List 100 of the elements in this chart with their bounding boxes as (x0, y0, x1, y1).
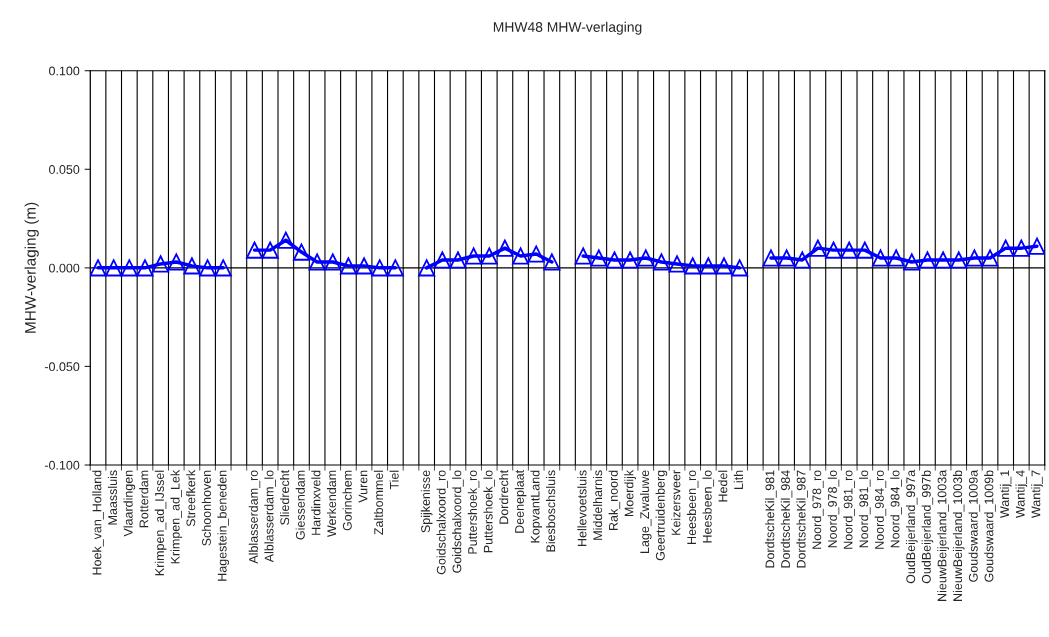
x-tick-label: Krimpen_ad_IJssel (154, 470, 167, 576)
point (605, 251, 623, 269)
x-tick-label: Maassluis (107, 470, 118, 525)
x-tick-label: KopvantLand (530, 470, 543, 543)
x-tick-label: Zaltbommel (373, 470, 384, 535)
x-tick-label: Puttershoek_ro (467, 470, 480, 554)
point (324, 253, 342, 271)
x-tick-label: Spijkenisse (420, 470, 433, 533)
point (339, 257, 357, 275)
x-tick-label: Vuren (358, 470, 368, 503)
x-tick-label: Wantij_7 (1031, 470, 1043, 518)
x-tick-label: Deeneplaat (514, 469, 527, 533)
point (1028, 237, 1045, 255)
x-tick-label: Hedel (718, 470, 728, 502)
point (277, 231, 295, 249)
x-tick-label: NieuwBeijerland_1003a (937, 469, 949, 601)
point (856, 241, 874, 259)
point (199, 259, 217, 277)
point (355, 257, 373, 275)
y-tick-label: -0.050 (44, 362, 80, 372)
point (871, 249, 890, 267)
x-tick-label: Hardinxveld (311, 470, 321, 535)
point (684, 257, 702, 275)
x-tick-label: OudBeijerland_997b (921, 470, 934, 584)
point (292, 243, 311, 261)
point (652, 253, 670, 271)
x-tick-label: Biesboschsluis (546, 470, 556, 552)
point (574, 247, 592, 265)
x-tick-label: Lith (733, 470, 743, 489)
x-tick-label: Tiel (389, 470, 399, 490)
point (261, 241, 279, 259)
y-tick-label: 0.100 (49, 66, 80, 76)
point (496, 239, 514, 257)
x-tick-label: Puttershoek_lo (483, 470, 495, 553)
point (590, 249, 608, 267)
x-tick-label: Noord_984_lo (890, 470, 902, 548)
point (934, 251, 952, 269)
point (1012, 239, 1030, 257)
point (527, 245, 545, 263)
x-tick-label: NieuwBeijerland_1003b (952, 470, 965, 601)
point (136, 259, 154, 277)
point (386, 259, 404, 277)
point (214, 259, 232, 277)
x-tick-label: Rak_noord (608, 470, 621, 530)
x-tick-label: Noord_981_lo (859, 470, 871, 548)
x-tick-label: Heesbeen_lo (702, 470, 715, 543)
x-tick-label: Hoek_van_Holland (92, 470, 104, 575)
point (183, 257, 201, 275)
x-tick-label: Noord_981_ro (843, 470, 855, 549)
x-tick-label: Noord_978_lo (827, 470, 840, 548)
x-tick-label: Goidschalxoord_ro (436, 470, 449, 575)
point (637, 249, 655, 267)
point (950, 251, 968, 269)
point (981, 249, 999, 267)
x-tick-label: Sliedrecht (280, 469, 290, 525)
x-tick-label: DordtscheKil_987 (796, 470, 808, 568)
point (465, 247, 483, 265)
point (621, 251, 639, 269)
point (997, 239, 1015, 257)
x-tick-label: Hellevoetsluis (577, 470, 587, 546)
x-tick-label: Heesbeen_ro (686, 470, 699, 544)
point (120, 259, 138, 277)
x-tick-label: Dordrecht (499, 469, 509, 524)
point (543, 253, 561, 271)
point (668, 255, 686, 273)
x-tick-label: Goudswaard_1009a (968, 469, 981, 582)
x-tick-label: OudBeijerland_997a (905, 469, 918, 584)
point (840, 241, 858, 259)
point (699, 257, 717, 275)
x-tick-label: Wantij_4 (1015, 470, 1028, 518)
point (167, 253, 185, 271)
point (433, 251, 451, 269)
x-tick-label: Keizersveer (671, 470, 681, 535)
point (762, 249, 780, 267)
y-axis-title: MHW-verlaging (m) (24, 202, 39, 333)
x-tick-label: Geertruidenberg (655, 470, 668, 561)
x-tick-label: Noord_978_ro (812, 470, 824, 549)
point (731, 259, 749, 277)
point (308, 253, 326, 271)
x-tick-label: DordtscheKil_981 (765, 470, 777, 568)
x-tick-label: Schoonhoven (201, 470, 211, 546)
point (965, 249, 983, 267)
point (152, 255, 170, 273)
point (918, 251, 936, 269)
x-tick-label: Werkendam (326, 470, 337, 537)
point (449, 251, 467, 269)
point (903, 253, 921, 271)
point (809, 239, 827, 257)
point (887, 249, 905, 267)
x-tick-label: Moerdijk (624, 469, 636, 517)
x-tick-label: Vlaardingen (123, 470, 136, 537)
point (512, 247, 530, 265)
x-tick-label: Lage_Zwaluwe (639, 470, 652, 553)
x-tick-label: Krimpen_ad_Lek (170, 469, 183, 564)
chart-title: MHW48 MHW-verlaging (493, 21, 642, 35)
x-tick-label: Goidschalxoord_lo (452, 470, 464, 573)
x-tick-label: Alblasserdam_lo (264, 470, 276, 563)
x-tick-label: Rotterdam (139, 470, 149, 528)
x-tick-label: Noord_984_ro (874, 470, 887, 549)
point (824, 241, 843, 259)
